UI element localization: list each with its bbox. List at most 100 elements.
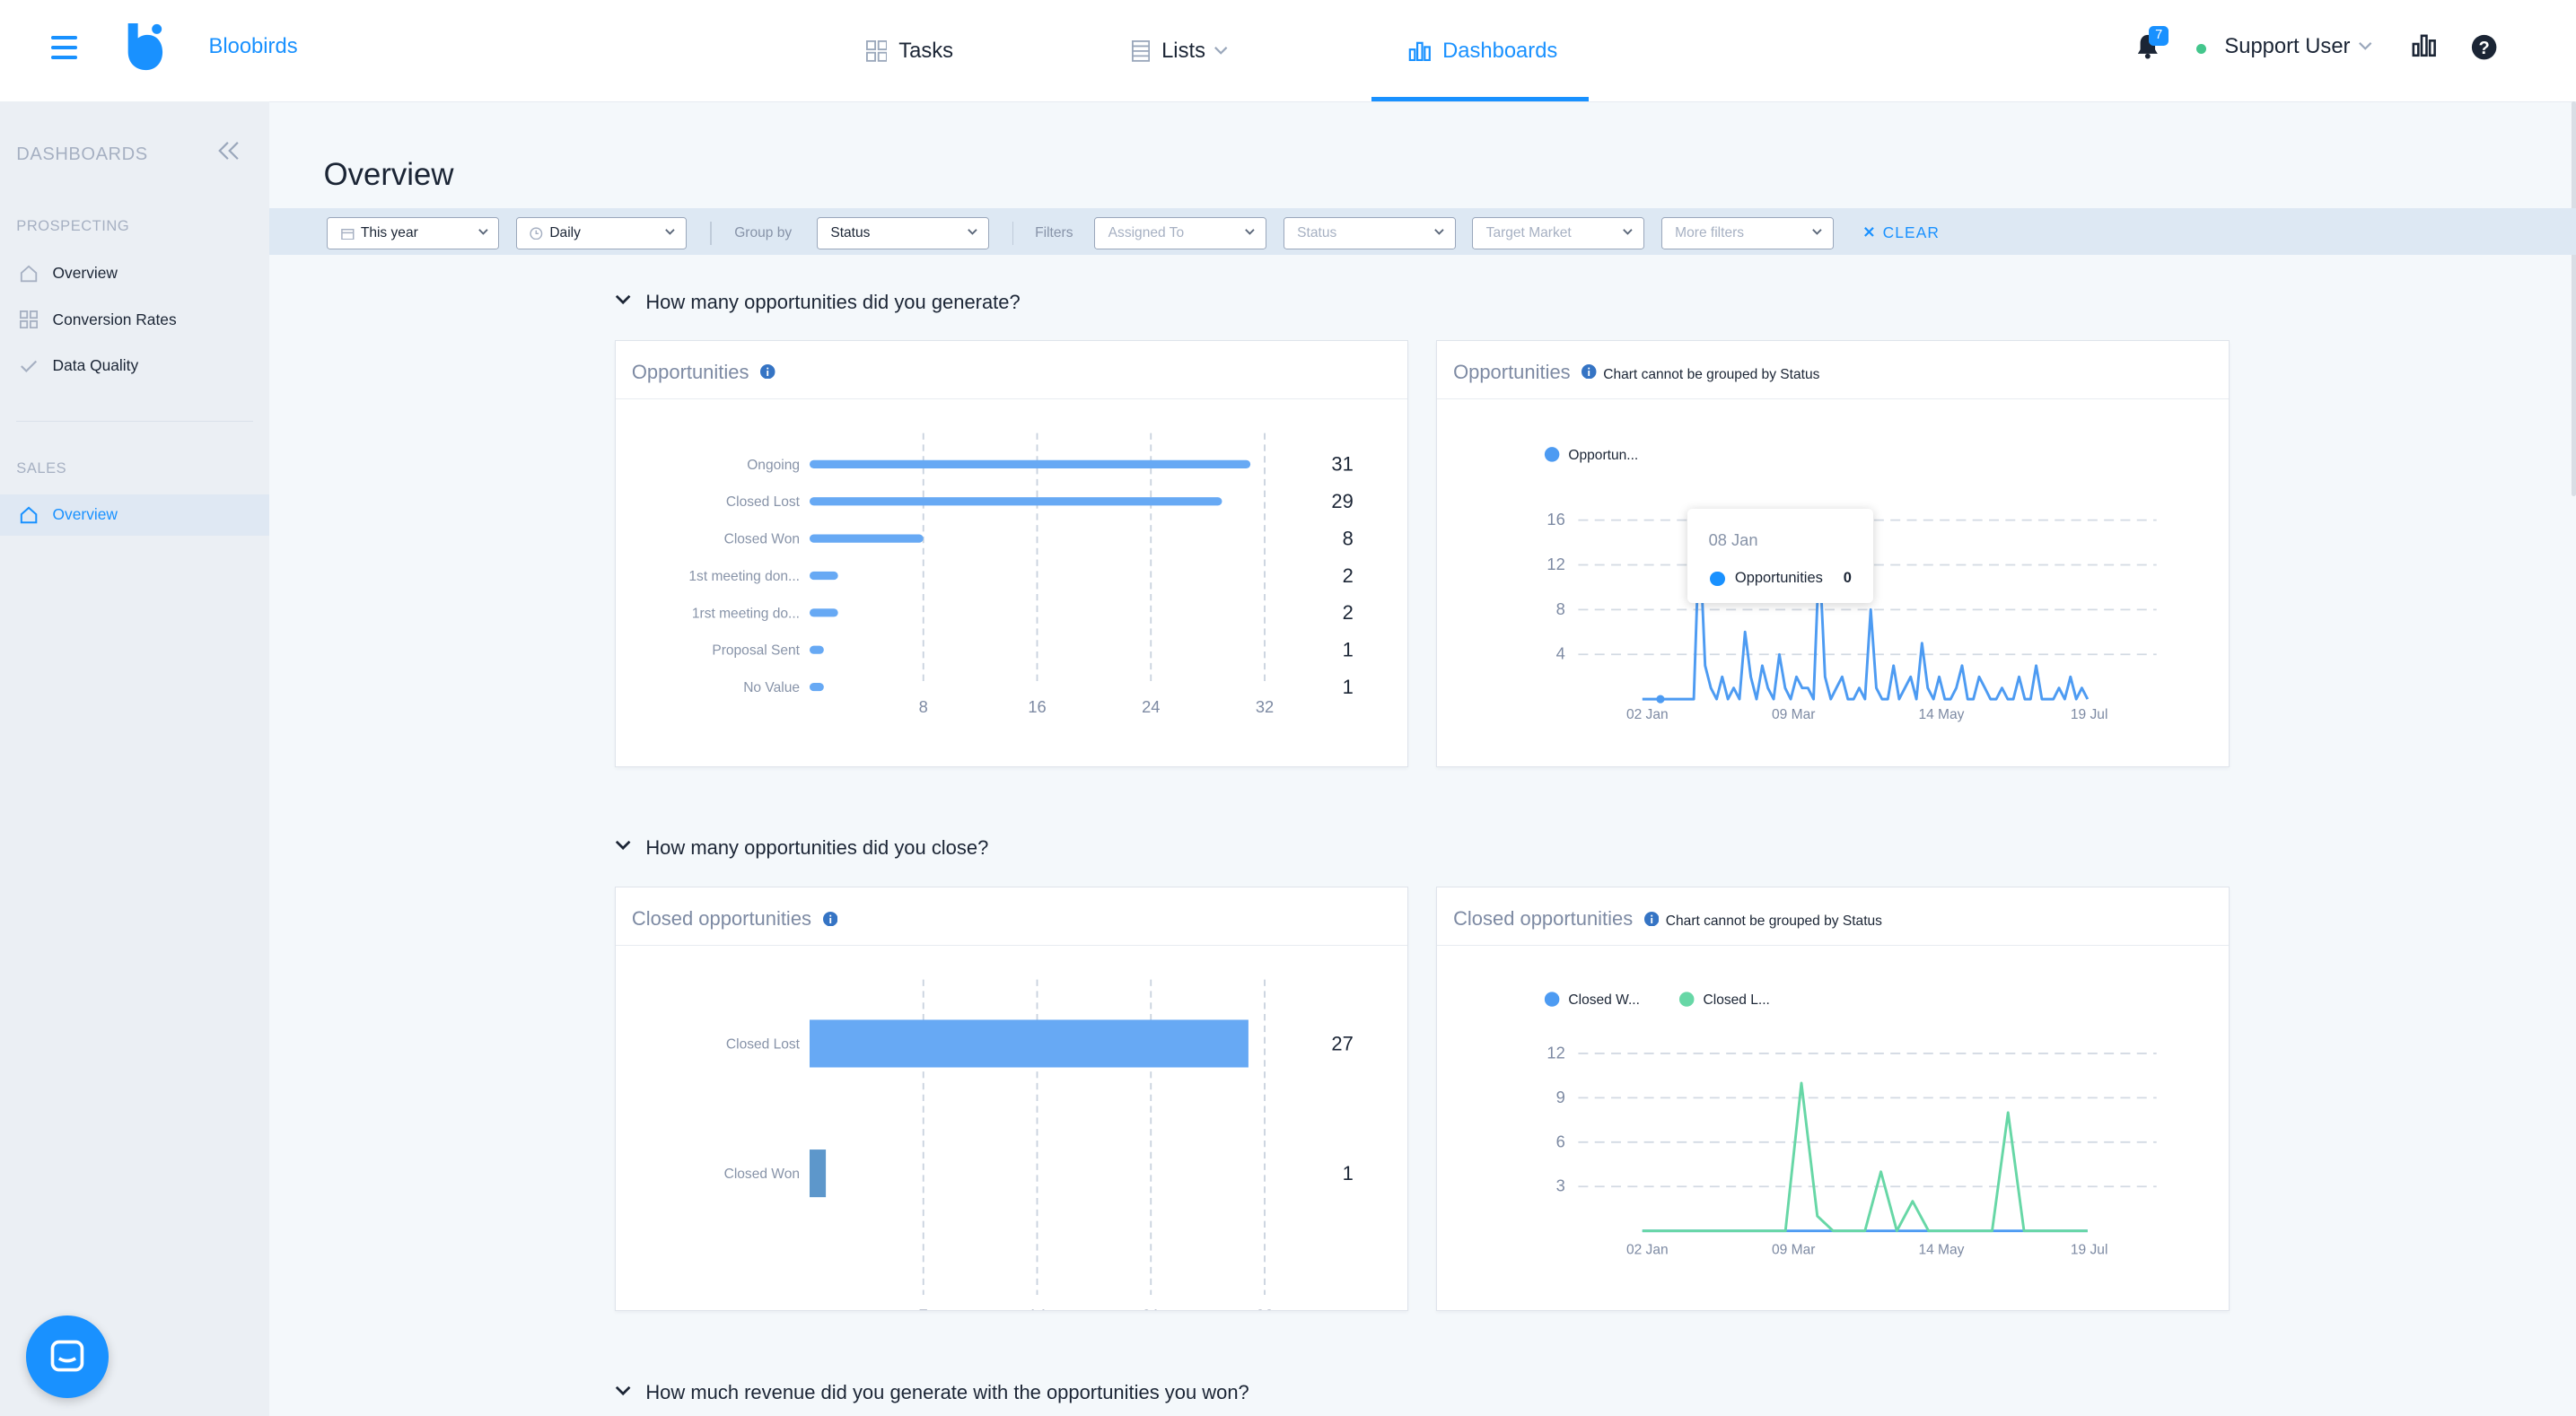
bar [809, 645, 824, 654]
bar [809, 571, 838, 580]
section-toggle-generated[interactable]: How many opportunities did you generate? [615, 291, 1021, 314]
y-tick-label: 4 [1555, 644, 1564, 663]
x-tick-label: 8 [918, 697, 927, 716]
page-scrollbar[interactable] [2571, 101, 2576, 496]
data-label: 2 [1342, 601, 1353, 624]
opportunities-line-chart: 4 8 12 16 02 Jan 09 Mar 14 May 19 Jul Opportun..… [1544, 446, 2157, 722]
y-tick-label: 12 [1546, 1044, 1564, 1062]
x-tick-label: 09 Mar [1772, 1243, 1815, 1258]
user-menu[interactable]: Support User [2224, 34, 2351, 59]
info-icon[interactable] [760, 363, 775, 380]
sidebar-item-label: Data Quality [52, 355, 139, 374]
category-label: Closed Lost [725, 1037, 800, 1053]
category-label: Closed Lost [725, 494, 800, 510]
info-icon[interactable] [1582, 363, 1597, 380]
tooltip-value: 0 [1843, 570, 1852, 587]
list-icon [1132, 39, 1151, 62]
status-placeholder: Status [1297, 224, 1337, 240]
info-icon[interactable] [822, 911, 838, 926]
data-label: 8 [1342, 527, 1353, 549]
assigned-to-filter[interactable]: Assigned To [1094, 216, 1267, 250]
collapse-sidebar-icon[interactable] [217, 141, 241, 161]
nav-dashboards[interactable]: Dashboards [1408, 0, 1558, 101]
series-line [1642, 1081, 2088, 1233]
card-header: Opportunities [615, 341, 1407, 399]
calendar-icon [341, 228, 355, 240]
sidebar-item-data-quality[interactable]: Data Quality [0, 345, 269, 386]
opportunities-bar-chart: 8 16 24 32 Ongoing 31 Closed Lost 29 Closed Won 8… [688, 433, 1353, 716]
card-note: Chart cannot be grouped by Status [1665, 913, 1882, 930]
x-tick-label: 24 [1142, 697, 1160, 716]
stats-icon[interactable] [2412, 34, 2436, 57]
x-tick-label: 16 [1028, 697, 1046, 716]
notification-badge: 7 [2149, 26, 2169, 47]
sidebar-item-prospecting-overview[interactable]: Overview [0, 253, 269, 294]
close-icon [1863, 227, 1874, 237]
bar [809, 459, 1250, 468]
bar [809, 1149, 826, 1198]
nav-dashboards-label: Dashboards [1442, 38, 1558, 63]
category-label: No Value [743, 680, 800, 695]
y-tick-label: 9 [1555, 1088, 1564, 1106]
status-filter[interactable]: Status [1283, 216, 1456, 250]
more-filters-select[interactable]: More filters [1660, 216, 1834, 250]
tooltip-series-name: Opportunities [1734, 570, 1823, 587]
hamburger-menu-icon[interactable] [50, 36, 78, 59]
data-label: 31 [1331, 452, 1353, 475]
bar-chart-icon [1408, 41, 1431, 61]
more-filters-placeholder: More filters [1675, 224, 1745, 240]
card-header: Closed opportunities [615, 887, 1407, 947]
tooltip-series-dot [1710, 571, 1725, 587]
legend-marker [1544, 446, 1560, 462]
y-tick-label: 16 [1546, 510, 1564, 529]
chevron-down-icon [968, 228, 977, 235]
x-tick-label: 21 [1142, 1307, 1160, 1310]
sidebar-item-conversion-rates[interactable]: Conversion Rates [0, 299, 269, 340]
group-by-label: Group by [734, 224, 793, 240]
help-icon[interactable]: ? [2471, 34, 2497, 60]
target-market-placeholder: Target Market [1485, 224, 1572, 240]
bar [809, 608, 838, 617]
top-header: Bloobirds Tasks Lists Dashboards 7 Suppo… [0, 0, 2576, 103]
group-by-select[interactable]: Status [816, 216, 989, 250]
online-status-dot [2196, 44, 2207, 55]
bar [809, 1019, 1249, 1068]
info-icon[interactable] [1644, 911, 1660, 926]
target-market-filter[interactable]: Target Market [1472, 216, 1645, 250]
nav-tasks[interactable]: Tasks [865, 0, 953, 101]
series-line [1642, 529, 2089, 701]
y-tick-label: 3 [1555, 1176, 1564, 1195]
category-label: Proposal Sent [712, 642, 800, 658]
section-toggle-closed[interactable]: How many opportunities did you close? [615, 836, 988, 860]
chevron-down-icon [1434, 228, 1444, 235]
chat-launcher-button[interactable] [26, 1315, 109, 1398]
chevron-down-icon[interactable] [2358, 41, 2372, 51]
sidebar-item-sales-overview[interactable]: Overview [0, 494, 270, 536]
clear-filters-button[interactable]: CLEAR [1863, 223, 1940, 242]
grid-icon [19, 310, 39, 329]
section-question: How many opportunities did you generate? [645, 290, 1021, 313]
nav-lists[interactable]: Lists [1132, 0, 1240, 101]
sidebar-item-label: Overview [52, 505, 118, 524]
bloobirds-logo-icon[interactable] [125, 22, 164, 71]
x-tick-label: 7 [918, 1307, 927, 1310]
card-note: Chart cannot be grouped by Status [1603, 366, 1820, 382]
legend-label: Closed L... [1703, 992, 1769, 1008]
filters-label: Filters [1035, 224, 1073, 240]
sidebar-section-sales: SALES [16, 459, 67, 476]
brand-name[interactable]: Bloobirds [208, 34, 298, 59]
granularity-select[interactable]: Daily [515, 216, 688, 250]
sidebar-item-label: Overview [52, 264, 118, 283]
home-icon [20, 506, 38, 524]
filter-separator [709, 222, 712, 245]
closed-opportunities-line-card: Closed opportunities Chart cannot be grou… [1435, 887, 2230, 1311]
legend-marker [1544, 992, 1560, 1008]
home-icon [20, 265, 38, 282]
date-range-select[interactable]: This year [327, 216, 500, 250]
chevron-down-icon [1623, 228, 1634, 235]
data-label: 1 [1342, 676, 1353, 698]
group-by-value: Status [830, 224, 871, 240]
closed-opportunities-bar-chart: 7 14 21 28 Closed Lost 27 Closed Won 1 [723, 979, 1353, 1310]
section-toggle-revenue[interactable]: How much revenue did you generate with t… [615, 1381, 1249, 1404]
x-tick-label: 19 Jul [2071, 707, 2108, 722]
